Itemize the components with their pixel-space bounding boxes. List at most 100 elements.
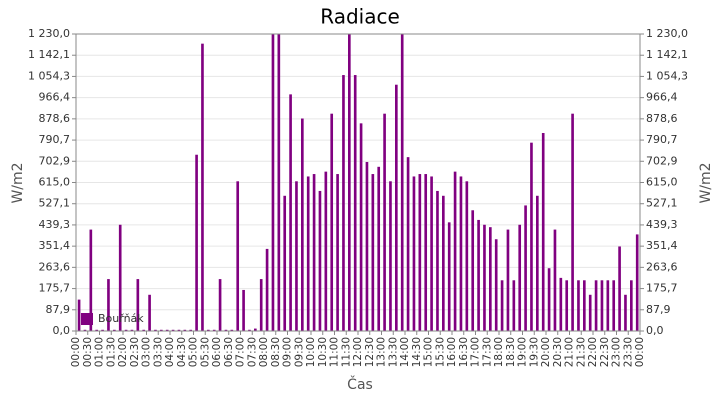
- bar: [383, 113, 386, 332]
- y2-axis-label: W/m2: [698, 162, 714, 203]
- y2-tick-label: 87,9: [646, 303, 671, 316]
- y-tick-label: 87,9: [46, 303, 71, 316]
- x-axis-label: Čas: [347, 375, 373, 393]
- bar: [377, 166, 381, 331]
- y-tick-label: 702,9: [39, 154, 71, 167]
- x-tick-label: 05:30: [199, 337, 211, 367]
- x-tick-label: 15:30: [434, 337, 446, 367]
- x-tick-label: 11:00: [329, 337, 341, 367]
- bar: [577, 280, 580, 331]
- x-tick-label: 09:30: [293, 337, 305, 367]
- x-tick-label: 01:30: [105, 337, 117, 367]
- bar: [483, 224, 486, 331]
- bar: [130, 329, 134, 331]
- bar: [312, 174, 316, 331]
- x-tick-label: 06:00: [211, 337, 223, 367]
- bar: [242, 289, 245, 331]
- x-tick-label: 06:30: [223, 337, 235, 367]
- bar: [83, 329, 87, 331]
- bar: [77, 299, 81, 331]
- x-tick-label: 23:00: [611, 337, 623, 367]
- x-tick-label: 08:30: [270, 337, 282, 367]
- bar: [160, 329, 163, 331]
- bar: [559, 277, 563, 331]
- x-tick-label: 07:30: [246, 337, 258, 367]
- x-tick-label: 20:30: [552, 337, 564, 367]
- bar: [154, 329, 157, 331]
- plot-frame: [75, 33, 641, 332]
- bar: [606, 280, 610, 331]
- x-tick-label: 21:00: [564, 337, 576, 367]
- bar: [612, 280, 616, 331]
- bar: [295, 181, 298, 331]
- x-tick-label: 10:30: [317, 337, 329, 367]
- bar: [553, 229, 557, 331]
- bar: [201, 43, 204, 331]
- bar: [447, 222, 451, 331]
- y2-tick-label: 175,7: [646, 282, 678, 295]
- bar: [171, 329, 175, 331]
- y2-tick-label: 790,7: [646, 133, 678, 146]
- bar: [207, 329, 210, 331]
- y-tick-label: 0,0: [53, 324, 71, 337]
- bar: [477, 219, 480, 331]
- bar: [518, 224, 522, 331]
- bar: [436, 190, 439, 331]
- bar: [248, 329, 251, 331]
- x-tick-label: 22:30: [599, 337, 611, 367]
- bar: [359, 123, 363, 331]
- bar: [588, 294, 592, 331]
- bar: [89, 229, 93, 331]
- y-tick-label: 615,0: [39, 176, 71, 189]
- x-tick-label: 16:30: [458, 337, 470, 367]
- x-tick-label: 04:00: [164, 337, 176, 367]
- bar: [283, 195, 287, 331]
- bar: [494, 239, 498, 331]
- x-tick-label: 14:30: [411, 337, 423, 367]
- bar: [353, 75, 357, 331]
- bar: [389, 181, 392, 331]
- x-tick-label: 21:30: [575, 337, 587, 367]
- bar: [600, 280, 604, 331]
- x-tick-label: 03:00: [141, 337, 153, 367]
- bar: [442, 195, 445, 331]
- x-tick-label: 04:30: [176, 337, 188, 367]
- y2-tick-label: 702,9: [646, 154, 678, 167]
- x-tick-label: 19:00: [517, 337, 529, 367]
- bar: [348, 34, 351, 331]
- x-tick-label: 02:00: [117, 337, 129, 367]
- bar: [400, 34, 404, 331]
- bar: [594, 280, 598, 331]
- y-tick-label: 1 054,3: [28, 69, 70, 82]
- bar: [336, 174, 339, 331]
- x-tick-label: 16:00: [446, 337, 458, 367]
- y2-tick-label: 439,3: [646, 218, 678, 231]
- bar: [324, 171, 328, 331]
- bar: [395, 84, 398, 332]
- bar: [524, 205, 527, 331]
- bar: [212, 329, 216, 331]
- x-tick-label: 00:00: [70, 337, 82, 367]
- bar: [330, 113, 334, 332]
- bar: [471, 210, 475, 331]
- x-tick-label: 19:30: [528, 337, 540, 367]
- y2-tick-label: 1 054,3: [646, 69, 688, 82]
- y2-tick-label: 1 142,1: [646, 48, 688, 61]
- y-tick-label: 966,4: [39, 91, 71, 104]
- x-tick-label: 18:30: [505, 337, 517, 367]
- bar: [183, 329, 187, 331]
- x-tick-label: 05:00: [188, 337, 200, 367]
- bar: [371, 174, 375, 331]
- x-tick-label: 03:30: [152, 337, 164, 367]
- bar: [583, 280, 586, 331]
- bar: [342, 75, 345, 331]
- bar: [195, 154, 198, 331]
- bar: [136, 279, 140, 331]
- bar: [177, 329, 181, 331]
- y-tick-label: 175,7: [39, 282, 71, 295]
- bar: [365, 161, 369, 331]
- bar: [418, 174, 422, 331]
- y-tick-label: 439,3: [39, 218, 71, 231]
- bar: [118, 224, 122, 331]
